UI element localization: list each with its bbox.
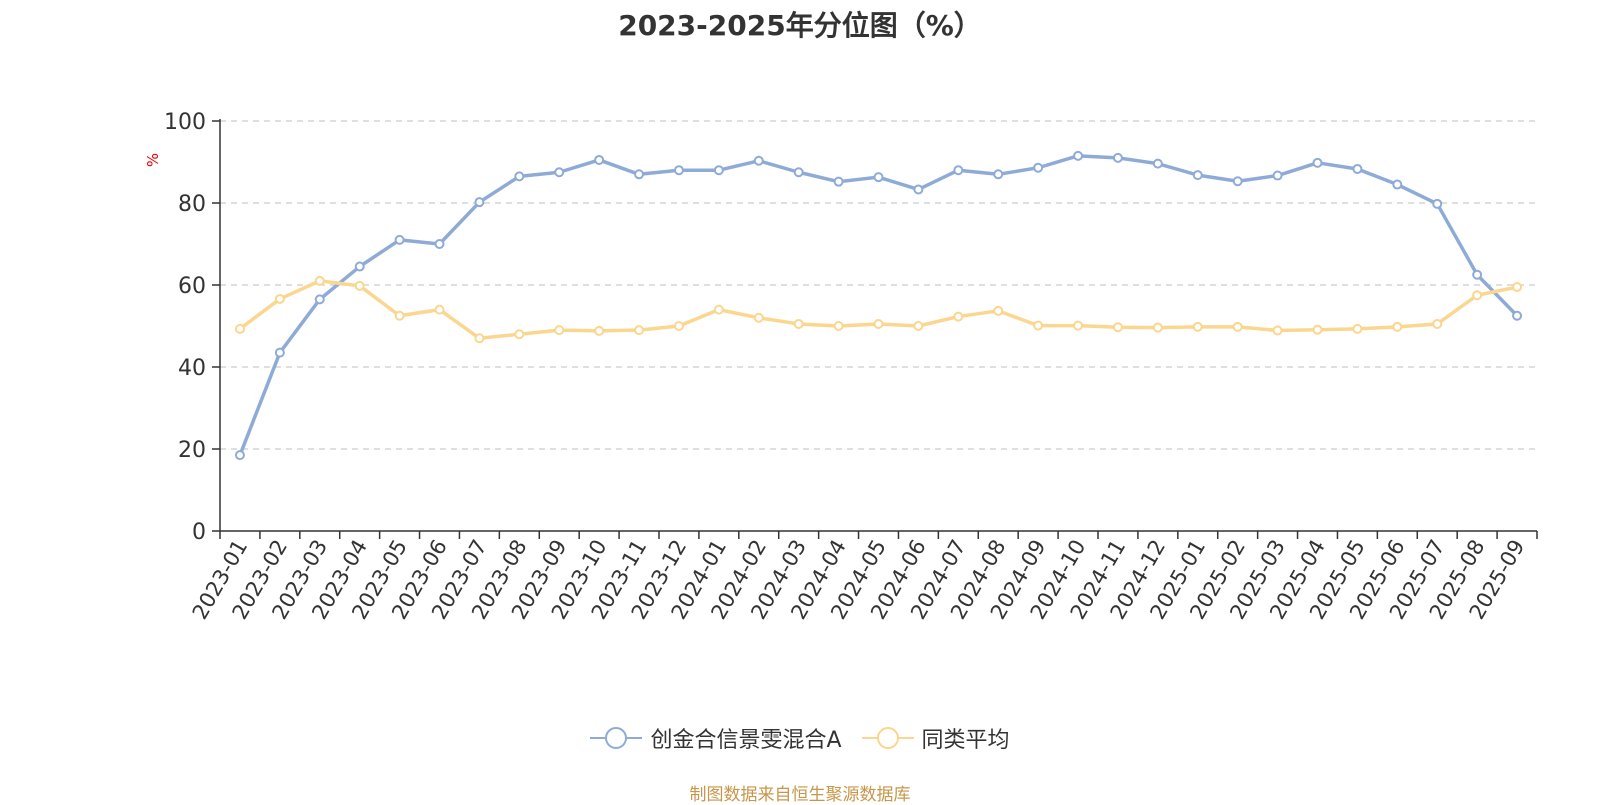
data-point-series-1: [833, 176, 844, 187]
data-point-series-1: [594, 154, 605, 165]
series-layer: [234, 150, 1523, 461]
data-point-series-2: [274, 293, 285, 304]
data-point-series-1: [1432, 198, 1443, 209]
data-point-series-2: [1472, 290, 1483, 301]
grid-lines: [220, 120, 1537, 450]
data-point-series-2: [673, 321, 684, 331]
data-point-series-2: [514, 329, 525, 340]
data-point-series-2: [594, 325, 605, 336]
data-point-series-2: [314, 275, 325, 286]
data-point-series-1: [1033, 162, 1044, 173]
data-point-series-2: [434, 304, 445, 315]
data-point-series-1: [1472, 269, 1483, 280]
data-point-series-2: [1392, 321, 1403, 332]
data-point-series-2: [913, 321, 924, 331]
legend[interactable]: 创金合信景雯混合A 同类平均: [0, 722, 1600, 754]
chart-title: 2023-2025年分位图（%）: [618, 9, 982, 42]
data-point-series-2: [793, 318, 804, 329]
data-point-series-2: [1192, 321, 1203, 332]
data-point-series-1: [1272, 170, 1283, 181]
y-tick-label: 40: [178, 356, 206, 381]
data-point-series-2: [554, 325, 565, 336]
data-point-series-1: [1312, 157, 1323, 168]
data-point-series-1: [793, 167, 804, 178]
data-point-series-2: [713, 304, 724, 315]
data-point-series-2: [634, 325, 645, 336]
data-point-series-2: [833, 321, 844, 331]
data-point-series-2: [993, 305, 1004, 316]
data-point-series-1: [234, 450, 245, 461]
data-point-series-1: [274, 347, 285, 358]
data-point-series-1: [713, 165, 724, 176]
data-point-series-2: [1312, 324, 1323, 335]
data-point-series-2: [1432, 318, 1443, 329]
data-point-series-2: [1272, 325, 1283, 336]
data-point-series-2: [1512, 282, 1523, 293]
data-point-series-1: [953, 165, 964, 176]
data-point-series-2: [1232, 321, 1243, 332]
data-point-series-2: [1352, 323, 1363, 334]
y-tick-label: 20: [178, 438, 206, 463]
data-point-series-1: [753, 155, 764, 166]
data-point-series-1: [873, 172, 884, 183]
data-point-series-1: [1232, 176, 1243, 187]
data-point-series-2: [1033, 320, 1044, 331]
y-tick-label: 0: [192, 520, 206, 545]
data-point-series-2: [873, 318, 884, 329]
line-chart: 0204060801002023-012023-022023-032023-04…: [144, 110, 1538, 623]
data-point-series-1: [673, 165, 684, 176]
y-tick-label: 100: [164, 110, 206, 135]
data-point-series-1: [314, 294, 325, 305]
data-point-series-2: [234, 323, 245, 334]
circle-line-icon: [590, 727, 643, 749]
legend-label: 同类平均: [921, 728, 1010, 753]
data-point-series-2: [354, 280, 365, 291]
legend-item-series-2[interactable]: 同类平均: [861, 722, 1010, 754]
data-point-series-2: [1073, 320, 1084, 331]
y-tick-label: 80: [178, 192, 206, 217]
data-point-series-1: [354, 261, 365, 272]
data-point-series-1: [554, 167, 565, 178]
circle-line-icon: [861, 727, 914, 749]
data-point-series-1: [434, 239, 445, 249]
data-point-series-1: [1352, 163, 1363, 174]
data-point-series-1: [634, 169, 645, 180]
data-point-series-1: [514, 171, 525, 182]
data-point-series-1: [394, 234, 405, 245]
series-line-1: [238, 154, 1519, 457]
data-point-series-2: [953, 311, 964, 322]
series-line-2: [238, 279, 1519, 341]
data-point-series-2: [1112, 322, 1123, 333]
data-point-series-1: [913, 184, 924, 195]
data-point-series-2: [753, 312, 764, 323]
y-axis-label: %: [144, 153, 162, 167]
y-tick-label: 60: [178, 274, 206, 299]
data-point-series-1: [1073, 150, 1084, 161]
data-point-series-1: [1512, 310, 1523, 321]
legend-item-series-1[interactable]: 创金合信景雯混合A: [590, 722, 842, 754]
data-point-series-1: [1112, 152, 1123, 163]
data-point-series-2: [1152, 322, 1163, 333]
data-point-series-2: [474, 333, 485, 344]
data-point-series-1: [993, 169, 1004, 180]
data-point-series-1: [1392, 179, 1403, 190]
legend-label: 创金合信景雯混合A: [650, 728, 842, 753]
data-point-series-1: [474, 197, 485, 208]
data-point-series-1: [1152, 158, 1163, 169]
data-point-series-2: [394, 310, 405, 321]
source-note: 制图数据来自恒生聚源数据库: [689, 785, 911, 805]
data-point-series-1: [1192, 170, 1203, 181]
